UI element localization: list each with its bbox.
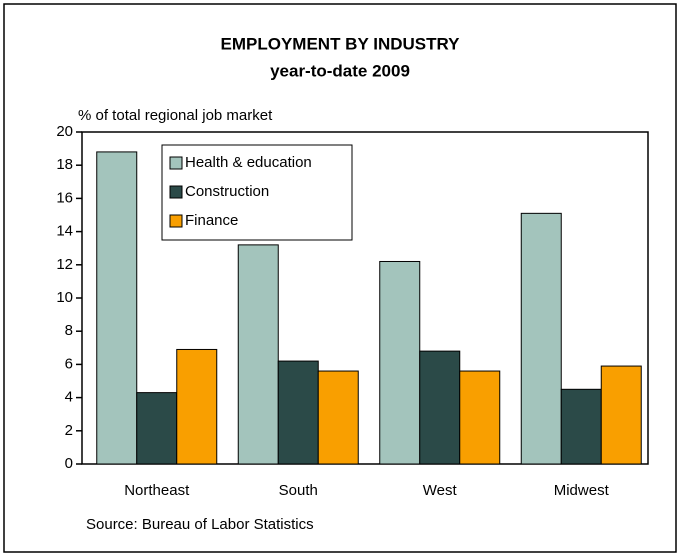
y-tick-label: 16 [56,189,73,206]
y-tick-label: 4 [65,389,73,406]
x-tick-label: West [423,482,458,499]
source-note: Source: Bureau of Labor Statistics [86,516,314,533]
bar [176,348,218,465]
y-tick-label: 8 [65,322,73,339]
chart-subtitle: year-to-date 2009 [270,61,410,80]
legend-label: Construction [185,183,269,200]
x-tick-label: Northeast [124,482,190,499]
x-tick-label: Midwest [554,482,610,499]
bar [237,244,279,465]
bar [459,370,501,465]
x-tick-label: South [279,482,318,499]
legend-label: Health & education [185,154,312,171]
legend-swatch [169,185,183,199]
y-tick-label: 18 [56,156,73,173]
y-tick-label: 2 [65,422,73,439]
bar [136,392,178,465]
y-tick-label: 10 [56,289,73,306]
bar [379,260,421,465]
y-tick-label: 14 [56,223,73,240]
legend-swatch [169,214,183,228]
y-tick-label: 20 [56,123,73,140]
y-tick-label: 0 [65,455,73,472]
bar [317,370,359,465]
bar [96,151,138,465]
legend-box [161,144,353,241]
chart-title: EMPLOYMENT BY INDUSTRY [221,34,461,53]
bar [520,212,562,465]
y-tick-label: 12 [56,256,73,273]
legend-swatch [169,156,183,170]
legend-label: Finance [185,212,238,229]
y-axis-label: % of total regional job market [78,107,273,124]
bar [560,388,602,465]
y-tick-label: 6 [65,355,73,372]
bar [600,365,642,465]
bar [419,350,461,465]
bar [277,360,319,465]
